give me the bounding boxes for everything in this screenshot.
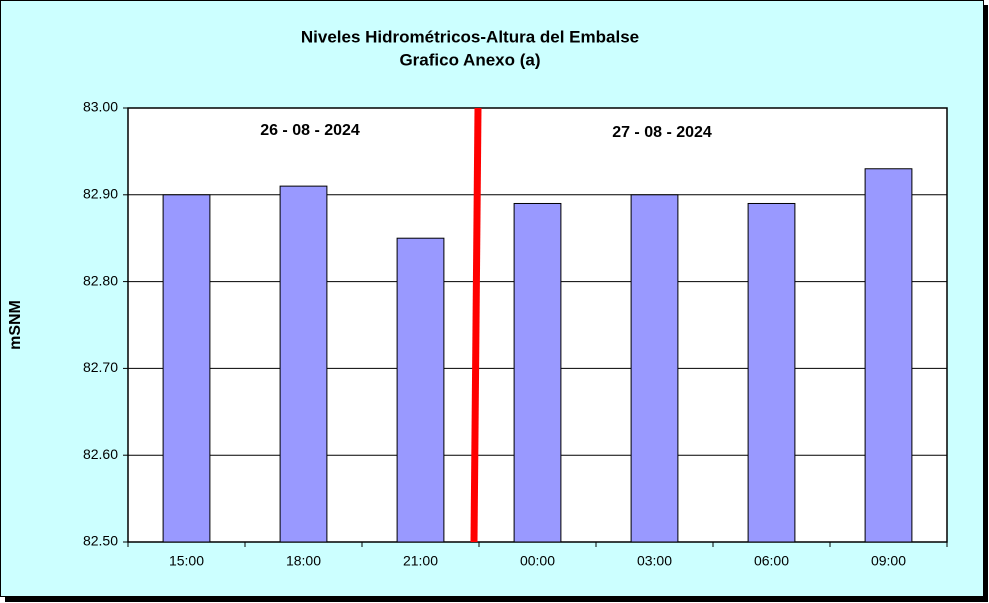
x-tick-label: 18:00 <box>286 553 321 569</box>
y-tick-label: 82.90 <box>83 186 118 202</box>
x-tick-label: 00:00 <box>520 553 555 569</box>
bar <box>162 194 211 543</box>
x-tick-label: 15:00 <box>169 553 204 569</box>
y-tick-label: 82.80 <box>83 272 118 288</box>
bar <box>513 202 562 543</box>
y-tick-label: 82.60 <box>83 446 118 462</box>
bar <box>747 202 796 543</box>
x-tick-label: 21:00 <box>403 553 438 569</box>
x-tick-label: 06:00 <box>754 553 789 569</box>
y-tick-label: 83.00 <box>83 99 118 115</box>
chart-subtitle: Grafico Anexo (a) <box>399 50 540 69</box>
bar <box>630 194 679 543</box>
x-tick-label: 09:00 <box>871 553 906 569</box>
annotation: 26 - 08 - 2024 <box>260 122 360 139</box>
y-tick-label: 82.70 <box>83 359 118 375</box>
bar <box>864 168 913 543</box>
day-separator <box>470 107 482 543</box>
bar <box>396 237 445 543</box>
chart-title: Niveles Hidrométricos-Altura del Embalse <box>301 27 639 46</box>
y-tick-label: 82.50 <box>83 533 118 549</box>
annotation: 27 - 08 - 2024 <box>612 124 712 141</box>
x-tick-label: 03:00 <box>637 553 672 569</box>
y-axis-label: mSNM <box>7 300 24 350</box>
bar <box>279 185 328 543</box>
